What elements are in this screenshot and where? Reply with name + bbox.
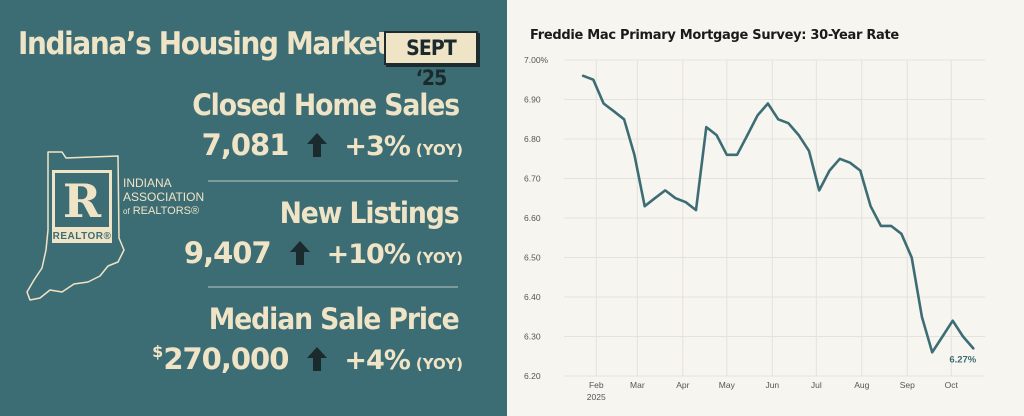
metric-label-closed-sales: Closed Home Sales	[192, 88, 460, 122]
y-tick-label: 6.80	[524, 134, 541, 144]
housing-market-panel: Indiana’s Housing Market SEPT ‘25 R REAL…	[0, 0, 507, 416]
month-badge: SEPT ‘25	[384, 31, 478, 90]
metric-label-new-listings: New Listings	[279, 196, 460, 230]
up-arrow-icon	[307, 347, 328, 371]
metric-change: +3%	[344, 131, 410, 162]
x-tick-label: Apr	[676, 380, 689, 390]
metric-value: 9,407	[183, 236, 272, 270]
chart-title: Freddie Mac Primary Mortgage Survey: 30-…	[530, 28, 899, 43]
x-tick-label: Sep	[900, 380, 915, 390]
association-line-1: INDIANA	[123, 176, 172, 190]
metric-period: (YOY)	[415, 141, 463, 159]
metric-period: (YOY)	[415, 249, 463, 267]
x-tick-sublabel: 2025	[587, 392, 606, 402]
metric-currency: $	[152, 342, 163, 361]
association-line-3-text: REALTORS	[132, 205, 192, 217]
metric-value: $270,000	[152, 342, 289, 376]
x-tick-label: Jun	[765, 380, 779, 390]
x-tick-label: Mar	[630, 380, 645, 390]
metric-change: +4%	[344, 345, 410, 376]
realtor-mark: REALTOR®	[52, 230, 112, 243]
month-badge-text: SEPT ‘25	[406, 36, 457, 90]
metric-value: 7,081	[201, 128, 290, 162]
association-line-2: ASSOCIATION	[123, 190, 205, 204]
x-tick-label: Feb	[589, 380, 604, 390]
y-tick-label: 7.00%	[524, 55, 549, 65]
x-tick-label: Oct	[945, 380, 959, 390]
end-value-label: 6.27%	[949, 354, 976, 365]
x-tick-label: Jul	[811, 380, 822, 390]
y-tick-label: 6.20	[524, 371, 541, 381]
y-tick-label: 6.70	[524, 174, 541, 184]
metric-value-number: 270,000	[163, 342, 289, 376]
metric-label-median-price: Median Sale Price	[209, 302, 460, 336]
y-tick-label: 6.40	[524, 292, 541, 302]
x-tick-label: May	[719, 380, 736, 390]
realtor-logo-icon: R	[52, 170, 112, 230]
metric-period: (YOY)	[415, 355, 463, 373]
metric-row-new-listings: 9,407 +10% (YOY)	[184, 236, 463, 276]
y-tick-label: 6.50	[524, 253, 541, 263]
infographic-title: Indiana’s Housing Market	[18, 26, 390, 62]
metric-row-closed-sales: 7,081 +3% (YOY)	[202, 128, 463, 168]
association-line-3: of REALTORS®	[123, 204, 204, 219]
mortgage-rate-chart: 7.00% 6.90 6.80 6.70 6.60 6.50 6.40 6.30 6.20 Feb…	[524, 55, 985, 402]
association-line-3-suffix: ®	[191, 205, 200, 217]
up-arrow-icon	[289, 241, 310, 265]
realtor-mark-text: REALTOR	[52, 231, 104, 242]
y-tick-label: 6.60	[524, 213, 541, 223]
series-line	[581, 74, 975, 354]
up-arrow-icon	[307, 133, 328, 157]
metric-change: +10%	[326, 239, 411, 270]
mortgage-chart-panel: 7.00% 6.90 6.80 6.70 6.60 6.50 6.40 6.30 6.20 Feb…	[507, 0, 1024, 416]
y-tick-label: 6.30	[524, 332, 541, 342]
x-tick-label: Aug	[854, 380, 869, 390]
divider	[208, 180, 458, 182]
indiana-outline-icon	[26, 151, 125, 301]
y-tick-label: 6.90	[524, 95, 541, 105]
realtor-mark-registered: ®	[103, 231, 112, 242]
metric-row-median-price: $270,000 +4% (YOY)	[152, 342, 463, 382]
association-line-3-prefix: of	[123, 207, 130, 216]
association-name: INDIANA ASSOCIATION of REALTORS®	[123, 176, 204, 219]
divider	[208, 286, 458, 288]
